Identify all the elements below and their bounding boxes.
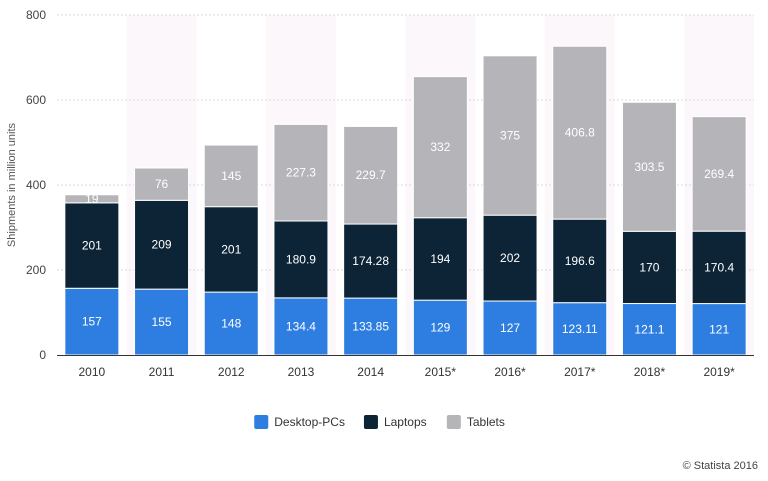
x-tick-label: 2016*	[494, 365, 526, 379]
bar-segment	[64, 194, 120, 204]
x-tick-label: 2012	[218, 365, 245, 379]
x-tick-label: 2015*	[425, 365, 457, 379]
data-label: 209	[152, 238, 172, 252]
bar-segment	[273, 123, 329, 222]
bar-segment	[691, 230, 747, 305]
legend-swatch	[363, 415, 378, 429]
x-tick-label: 2011	[149, 365, 175, 379]
bar-segment	[203, 206, 259, 293]
y-axis: 0 200 400 600 800 Shipments in million units	[6, 8, 46, 362]
data-label: 227.3	[286, 166, 316, 180]
data-label: 134.4	[286, 319, 316, 333]
data-label: 196.6	[565, 254, 595, 268]
bar-segment	[621, 230, 677, 305]
data-label: 406.8	[565, 126, 595, 140]
data-label: 201	[221, 242, 241, 256]
bar-segment	[552, 218, 608, 304]
bar-segment	[343, 223, 399, 299]
y-tick-label: 400	[26, 178, 46, 192]
data-label: 121	[709, 322, 729, 336]
data-label: 194	[430, 252, 450, 266]
y-tick-label: 800	[26, 8, 46, 22]
bar-segment	[412, 76, 468, 219]
bar-segment	[273, 220, 329, 299]
x-tick-label: 2013	[288, 365, 315, 379]
data-label: 121.1	[634, 322, 664, 336]
y-tick-label: 600	[26, 93, 46, 107]
data-label: 303.5	[634, 160, 664, 174]
data-label: 127	[500, 321, 520, 335]
x-axis: 2010 2011 2012 2013 2014 2015* 2016* 2017* 2018*…	[57, 355, 754, 379]
legend: Desktop-PCs Laptops Tablets	[254, 415, 505, 429]
copyright-text: © Statista 2016	[682, 460, 758, 472]
bar-segment	[482, 214, 538, 302]
data-label: 332	[430, 140, 450, 154]
x-tick-label: 2018*	[634, 365, 666, 379]
data-label: 201	[82, 239, 102, 253]
x-tick-label: 2014	[357, 365, 384, 379]
legend-label: Tablets	[467, 415, 505, 429]
bar-segment	[691, 116, 747, 232]
data-label: 148	[221, 317, 241, 331]
bar-segment	[134, 199, 190, 290]
legend-swatch	[254, 415, 269, 429]
bar-series: 157 201 19 155 209 76 148 201 145 134.4 180.9 227.3…	[64, 45, 747, 356]
data-label: 157	[82, 315, 102, 329]
data-label: 145	[221, 169, 241, 183]
data-label: 170.4	[704, 260, 734, 274]
bar-segment	[343, 297, 399, 356]
legend-label: Desktop-PCs	[274, 415, 345, 429]
bar-segment	[482, 300, 538, 356]
data-label: 129	[430, 321, 450, 335]
data-label: 133.85	[352, 320, 389, 334]
data-label: 202	[500, 251, 520, 265]
data-label: 19	[85, 192, 99, 206]
data-label: 170	[639, 260, 659, 274]
bar-segment	[134, 288, 190, 356]
legend-label: Laptops	[384, 415, 427, 429]
bar-segment	[412, 217, 468, 301]
bar-segment	[552, 45, 608, 220]
bar-segment	[134, 167, 190, 201]
bar-segment	[482, 55, 538, 216]
data-label: 180.9	[286, 252, 316, 266]
x-tick-label: 2010	[78, 365, 105, 379]
bar-segment	[203, 144, 259, 208]
data-label: 76	[155, 177, 169, 191]
data-label: 174.28	[352, 254, 389, 268]
bar-segment	[343, 125, 399, 225]
data-label: 375	[500, 128, 520, 142]
bar-segment	[412, 299, 468, 356]
data-label: 123.11	[562, 322, 598, 336]
x-tick-label: 2017*	[564, 365, 596, 379]
data-label: 155	[152, 315, 172, 329]
x-tick-label: 2019*	[703, 365, 735, 379]
y-axis-title: Shipments in million units	[6, 122, 18, 247]
bar-segment	[621, 101, 677, 232]
data-label: 229.7	[356, 168, 386, 182]
data-label: 269.4	[704, 167, 734, 181]
y-tick-label: 200	[26, 263, 46, 277]
y-tick-label: 0	[39, 348, 46, 362]
legend-swatch	[446, 415, 461, 429]
